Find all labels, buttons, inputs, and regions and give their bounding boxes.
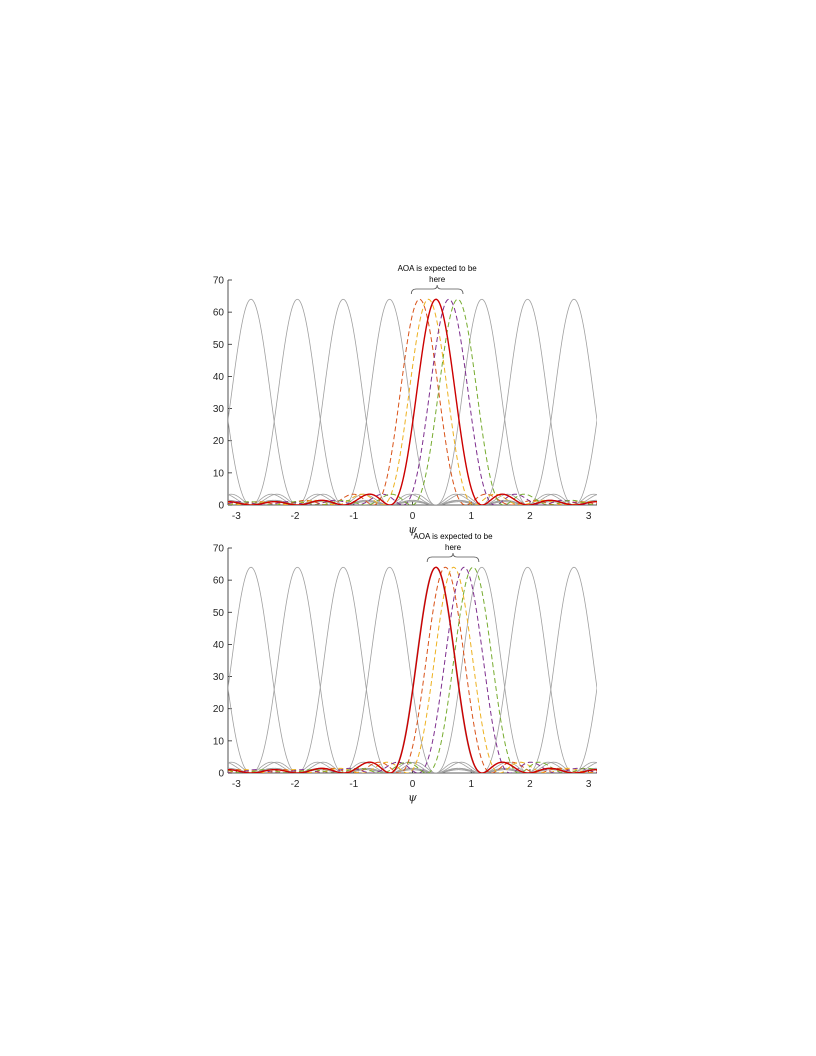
x-axis-label: ψ [408,523,417,536]
background-beam-line [228,298,597,505]
x-tick-label: 0 [410,779,416,790]
background-beam-line [228,566,597,773]
chart-panel-1: 0 10 20 30 40 50 60 70 -3 -2 -1 0 1 2 3 ψ AOA is expecte… [213,264,597,536]
background-beam-line [228,298,597,505]
plot-area [228,298,597,505]
x-tick-label: 1 [468,511,474,522]
background-beam-line [228,566,597,773]
x-tick-label: -1 [349,779,358,790]
x-tick-label: 2 [527,511,533,522]
series-line-dashed [228,566,597,773]
y-tick-label: 70 [213,276,225,287]
y-tick-label: 40 [213,640,225,651]
x-tick-label: 2 [527,779,533,790]
y-tick-label: 30 [213,672,225,683]
plot-area [228,566,597,773]
background-beam-line [228,298,597,505]
series-line-dashed [228,566,597,773]
background-beam-line [228,298,597,505]
series-line-dashed [228,566,597,773]
background-beam-line [228,566,597,773]
series-line-dashed [228,298,597,505]
y-tick-label: 60 [213,576,225,587]
background-beam-line [228,566,597,773]
x-tick-label: -1 [349,511,358,522]
x-axis-label: ψ [408,791,417,804]
y-tick-label: 20 [213,436,225,447]
background-beam-line [228,566,597,773]
x-tick-label: -3 [232,511,241,522]
background-beam-line [228,566,597,773]
x-tick-label: 3 [586,511,592,522]
y-tick-label: 50 [213,608,225,619]
y-tick-label: 30 [213,404,225,415]
chart-panel-2: 0 10 20 30 40 50 60 70 -3 -2 -1 0 1 2 3 ψ AOA is expecte… [213,532,597,804]
background-beam-line [228,298,597,505]
series-line-main [228,566,597,773]
background-beam-line [228,566,597,773]
y-tick-label: 60 [213,308,225,319]
y-tick-label: 20 [213,704,225,715]
series-line-dashed [228,298,597,505]
annotation-text: AOA is expected to be [398,264,478,273]
y-tick-label: 40 [213,372,225,383]
x-tick-label: -2 [291,511,300,522]
series-line-main [228,298,597,505]
annotation-text: AOA is expected to be [413,532,493,541]
x-tick-label: -3 [232,779,241,790]
annotation-bracket [426,552,480,563]
x-tick-label: 1 [468,779,474,790]
annotation-text: here [429,275,446,284]
annotation-bracket [410,284,464,295]
background-beam-line [228,298,597,505]
series-line-dashed [228,566,597,773]
y-tick-label: 50 [213,340,225,351]
background-beam-line [228,566,597,773]
series-line-dashed [228,298,597,505]
annotation-text: here [445,543,462,552]
y-tick-label: 0 [218,501,224,512]
y-tick-label: 0 [218,769,224,780]
x-tick-label: 0 [410,511,416,522]
y-tick-label: 10 [213,736,225,747]
x-tick-label: 3 [586,779,592,790]
y-tick-label: 70 [213,544,225,555]
x-tick-label: -2 [291,779,300,790]
series-line-dashed [228,298,597,505]
y-tick-label: 10 [213,468,225,479]
background-beam-line [228,298,597,505]
